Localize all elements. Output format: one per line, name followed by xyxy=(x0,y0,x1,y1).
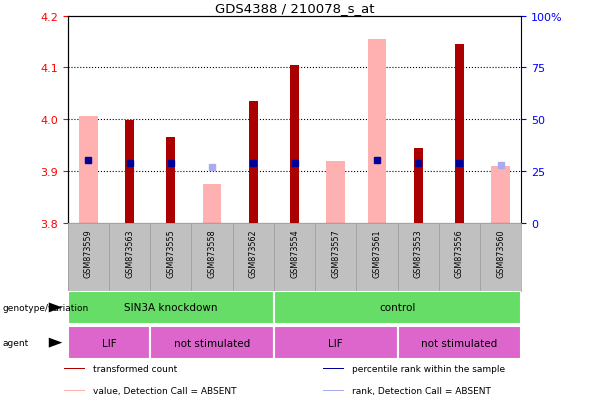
Bar xyxy=(491,166,510,223)
Text: rank, Detection Call = ABSENT: rank, Detection Call = ABSENT xyxy=(352,386,491,395)
Bar xyxy=(323,368,344,369)
Bar xyxy=(150,326,274,359)
Text: SIN3A knockdown: SIN3A knockdown xyxy=(124,303,217,313)
Text: agent: agent xyxy=(3,338,29,347)
Bar xyxy=(68,291,274,324)
Bar xyxy=(274,326,398,359)
Bar xyxy=(274,291,521,324)
Bar xyxy=(290,66,299,223)
Polygon shape xyxy=(49,338,62,348)
Text: GSM873561: GSM873561 xyxy=(372,228,382,277)
Bar xyxy=(166,138,176,223)
Text: GSM873558: GSM873558 xyxy=(207,228,217,277)
Bar xyxy=(249,102,258,223)
Text: not stimulated: not stimulated xyxy=(174,338,250,348)
Bar xyxy=(68,326,150,359)
Bar xyxy=(398,326,521,359)
Text: GSM873557: GSM873557 xyxy=(331,228,340,277)
Text: value, Detection Call = ABSENT: value, Detection Call = ABSENT xyxy=(92,386,236,395)
Text: percentile rank within the sample: percentile rank within the sample xyxy=(352,364,505,373)
Bar xyxy=(203,184,221,223)
Text: GSM873559: GSM873559 xyxy=(84,228,93,277)
Bar xyxy=(323,390,344,391)
Bar xyxy=(326,162,345,223)
Text: GSM873560: GSM873560 xyxy=(496,228,505,277)
Bar xyxy=(455,45,464,223)
Text: GSM873562: GSM873562 xyxy=(249,228,258,277)
Bar xyxy=(64,390,85,391)
Text: GSM873563: GSM873563 xyxy=(125,228,134,277)
Text: LIF: LIF xyxy=(102,338,116,348)
Text: GSM873556: GSM873556 xyxy=(455,228,464,277)
Title: GDS4388 / 210078_s_at: GDS4388 / 210078_s_at xyxy=(215,2,374,15)
Text: GSM873554: GSM873554 xyxy=(290,228,299,277)
Bar xyxy=(368,40,386,223)
Bar xyxy=(413,148,423,223)
Text: GSM873555: GSM873555 xyxy=(166,228,176,277)
Text: transformed count: transformed count xyxy=(92,364,177,373)
Text: GSM873553: GSM873553 xyxy=(413,228,423,277)
Bar xyxy=(125,120,134,223)
Text: LIF: LIF xyxy=(329,338,343,348)
Text: not stimulated: not stimulated xyxy=(421,338,498,348)
Text: genotype/variation: genotype/variation xyxy=(3,303,89,312)
Bar xyxy=(79,117,98,223)
Polygon shape xyxy=(49,303,62,313)
Bar xyxy=(64,368,85,369)
Text: control: control xyxy=(379,303,416,313)
